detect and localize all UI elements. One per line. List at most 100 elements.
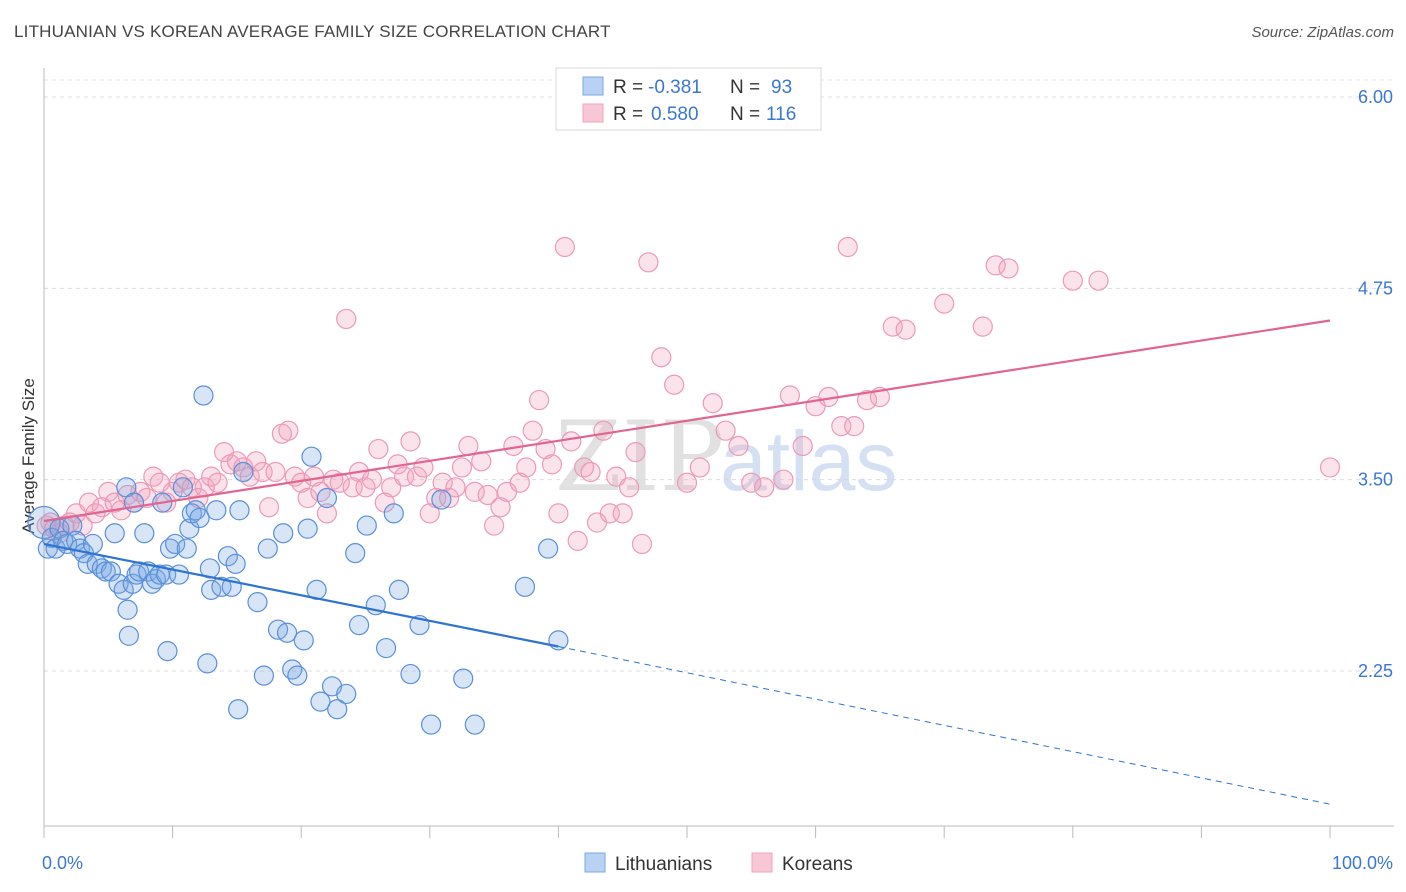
series-lithuanians (27, 385, 569, 735)
lithuanian-point (293, 630, 314, 651)
lithuanian-point (316, 487, 338, 509)
x-tick-label-1: 100.0% (1332, 853, 1393, 873)
korean-point (316, 503, 338, 524)
lithuanian-point (273, 523, 294, 544)
lithuanian-point (383, 503, 404, 524)
lithuanian-point (327, 699, 348, 720)
lithuanian-point (126, 564, 147, 585)
lithuanian-point (253, 665, 275, 686)
lithuanians-trend-line (43, 542, 559, 648)
korean-point (201, 466, 222, 487)
korean-point (265, 461, 286, 483)
korean-point (522, 420, 543, 441)
legend: Lithuanians Koreans (584, 852, 853, 875)
korean-point (1088, 270, 1109, 291)
korean-point (445, 477, 466, 498)
korean-point (631, 533, 653, 555)
korean-point (1319, 457, 1341, 478)
grid-lines (44, 79, 1394, 672)
korean-point (561, 431, 582, 452)
lithuanian-point (117, 599, 138, 620)
koreans-n-label: N = (730, 104, 760, 125)
korean-point (509, 472, 530, 493)
korean-point (895, 319, 916, 340)
lithuanian-point (356, 515, 377, 536)
lithuanian-point (193, 385, 214, 406)
korean-point (882, 316, 903, 337)
lithuanian-point (233, 461, 254, 483)
lithuanian-point (247, 592, 268, 613)
lithuanian-point (165, 533, 186, 555)
lithuanian-point (464, 714, 485, 735)
korean-point (985, 255, 1006, 276)
korean-point (336, 308, 357, 330)
lithuanians-trend-extension (558, 646, 1331, 805)
lithuanians-r-label: R = (613, 77, 643, 98)
lithuanian-point (179, 518, 200, 539)
lithuanian-point (168, 564, 190, 585)
korean-point (689, 457, 710, 478)
trend-lines (43, 319, 1331, 805)
korean-point (278, 420, 299, 441)
korean-point (856, 389, 878, 411)
korean-point (998, 258, 1019, 279)
korean-point (329, 472, 350, 493)
korean-point (516, 457, 537, 478)
lithuanian-point (225, 553, 246, 574)
korean-point (1062, 270, 1083, 291)
lithuanian-point (229, 500, 250, 521)
korean-point (676, 472, 698, 493)
korean-point (432, 472, 453, 493)
lithuanian-point (420, 714, 442, 735)
korean-point (451, 457, 473, 478)
legend-koreans-label: Koreans (782, 854, 853, 875)
korean-point (490, 497, 511, 518)
korean-point (477, 484, 498, 506)
koreans-trend-line (43, 319, 1331, 523)
legend-lithuanians-label: Lithuanians (615, 854, 712, 875)
korean-point (458, 435, 479, 457)
korean-point (368, 438, 389, 460)
korean-point (619, 477, 640, 498)
lithuanians-n-value: 93 (771, 77, 792, 98)
lithuanian-point (348, 614, 370, 636)
korean-point (593, 420, 614, 441)
lithuanian-point (100, 561, 121, 582)
lithuanian-point (27, 505, 61, 540)
korean-point (554, 236, 575, 258)
lithuanian-point (400, 663, 421, 685)
korean-point (638, 252, 659, 273)
korean-point (773, 469, 794, 490)
lithuanian-point (157, 641, 178, 662)
korean-point (664, 374, 685, 395)
y-tick-label-1: 3.50 (1358, 470, 1393, 490)
y-tick-label-0: 2.25 (1358, 661, 1393, 681)
korean-point (625, 442, 646, 463)
korean-point (400, 431, 421, 452)
y-tick-label-2: 4.75 (1358, 278, 1393, 298)
lithuanian-point (375, 637, 397, 659)
korean-point (612, 503, 633, 524)
legend-koreans-swatch (751, 852, 773, 873)
y-tick-labels: 2.25 3.50 4.75 6.00 (1358, 87, 1393, 681)
lithuanian-point (217, 546, 238, 567)
lithuanian-point (118, 625, 139, 646)
y-axis-title: Average Family Size (19, 378, 38, 534)
lithuanians-n-label: N = (730, 77, 760, 98)
lithuanians-r-value: -0.381 (648, 77, 702, 98)
korean-point (548, 503, 569, 524)
korean-point (136, 487, 157, 509)
korean-point (419, 503, 440, 524)
korean-point (844, 415, 865, 437)
korean-point (258, 497, 280, 518)
lithuanian-point (388, 579, 410, 600)
lithuanian-point (123, 492, 145, 513)
lithuanian-point (301, 446, 322, 467)
korean-point (779, 385, 800, 406)
korean-point (972, 316, 993, 337)
lithuanians-swatch (582, 76, 604, 96)
lithuanian-point (276, 622, 298, 643)
lithuanian-point (104, 523, 125, 544)
lithuanian-point (211, 576, 232, 597)
